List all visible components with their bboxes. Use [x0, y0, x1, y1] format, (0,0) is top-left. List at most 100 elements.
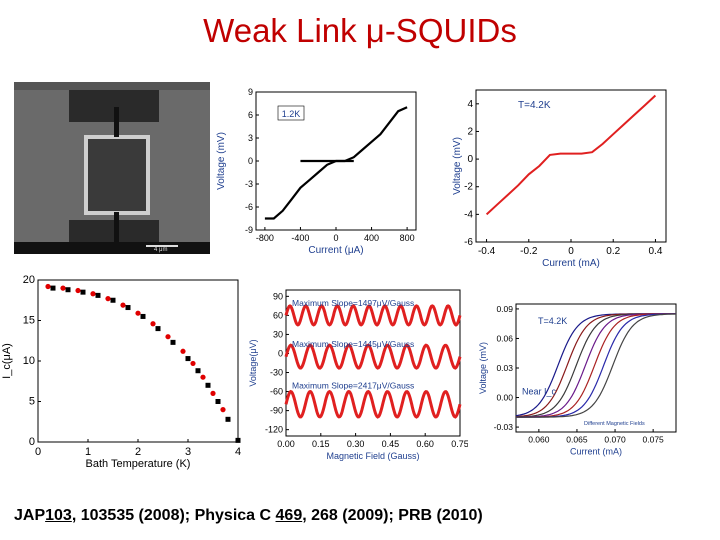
- citation: JAP103, 103535 (2008); Physica C 469, 26…: [14, 507, 483, 524]
- x-tick-label: 0.2: [606, 246, 620, 257]
- ic-data-point: [90, 291, 96, 297]
- y-tick-label: 2: [467, 126, 473, 137]
- sem-micrograph: 4 μm: [14, 82, 210, 254]
- y-tick-label: 60: [273, 310, 283, 320]
- ic-data-point: [60, 285, 66, 291]
- ic-data-point: [165, 334, 171, 340]
- x-tick-label: -400: [291, 233, 309, 243]
- x-tick-label: 0.30: [347, 439, 365, 449]
- x-tick-label: 800: [400, 233, 415, 243]
- legend-label: 1.2K: [282, 109, 301, 119]
- ic-data-point: [225, 416, 231, 422]
- ic-data-point: [155, 326, 161, 332]
- ic-data-point: [190, 360, 196, 367]
- ic-data-point: [195, 368, 201, 374]
- ic-data-point: [45, 283, 51, 290]
- x-tick-label: 0: [568, 246, 574, 257]
- ic-data-point: [205, 382, 211, 388]
- ic-data-point: [235, 437, 241, 443]
- x-tick-label: 0.60: [416, 439, 434, 449]
- x-tick-label: 0.00: [277, 439, 295, 449]
- x-tick-label: 400: [364, 233, 379, 243]
- x-tick-label: 0.15: [312, 439, 330, 449]
- ic-data-point: [80, 289, 86, 295]
- ic-data-point: [50, 285, 56, 291]
- modulation-series: [284, 304, 462, 327]
- x-tick-label: -0.4: [478, 246, 496, 257]
- y-tick-label: -0.03: [494, 422, 514, 432]
- legend-label: T=4.2K: [518, 100, 551, 111]
- ic-data-point: [210, 390, 216, 396]
- y-tick-label: -30: [270, 368, 283, 378]
- x-tick-label: 0: [35, 446, 41, 458]
- ic-temperature-plot: 0 1 2 3 4 20 15 10 5 0 Bath Temperature (K) I_c(μA): [1, 274, 241, 470]
- ic-data-point: [120, 302, 126, 308]
- y-tick-label: 90: [273, 291, 283, 301]
- y-tick-label: -120: [265, 425, 283, 435]
- y-axis-label: I_c(μA): [1, 343, 13, 379]
- y-tick-label: -4: [464, 209, 473, 220]
- x-tick-label: 0.4: [648, 246, 662, 257]
- y-tick-label: 4: [467, 99, 473, 110]
- x-tick-label: 0.065: [566, 435, 588, 445]
- x-tick-label: 0.060: [528, 435, 550, 445]
- y-tick-label: 9: [248, 87, 253, 97]
- y-tick-label: 0.00: [496, 393, 513, 403]
- ic-data-point: [180, 348, 186, 354]
- ic-data-point: [110, 297, 116, 303]
- x-tick-label: -0.2: [520, 246, 538, 257]
- ic-data-point: [125, 305, 131, 311]
- plot-frame: [285, 289, 461, 437]
- y-tick-label: 30: [273, 329, 283, 339]
- y-tick-label: 15: [23, 315, 35, 327]
- y-axis-label: Voltage (mV): [216, 132, 227, 190]
- x-tick-label: 4: [235, 446, 241, 458]
- ic-data-point: [185, 356, 191, 362]
- y-tick-label: -6: [464, 237, 473, 248]
- ic-data-point: [200, 374, 206, 380]
- y-tick-label: 20: [23, 274, 35, 286]
- x-axis-label: Magnetic Field (Gauss): [326, 451, 419, 461]
- x-axis-label: Current (mA): [542, 258, 600, 269]
- iv-field-plot: 0.060 0.065 0.070 0.075 0.09 0.06 0.03 0.00 -0.0…: [478, 303, 677, 457]
- y-tick-label: 0: [29, 436, 35, 448]
- max-slope-annotation: Maximum Slope=1445μV/Gauss: [292, 339, 414, 349]
- slide-title: Weak Link μ-SQUIDs: [203, 12, 517, 49]
- ic-data-point: [220, 407, 226, 413]
- plot-frame: [37, 279, 239, 443]
- y-tick-label: -6: [245, 202, 253, 212]
- y-tick-label: -2: [464, 182, 473, 193]
- x-axis-label: Current (mA): [570, 447, 622, 457]
- x-axis-label: Current (μA): [308, 245, 363, 256]
- y-axis-label: Voltage (mV): [452, 137, 463, 195]
- legend-box: [277, 105, 305, 121]
- y-tick-label: 6: [248, 110, 253, 120]
- y-tick-label: -60: [270, 387, 283, 397]
- ic-data-point: [65, 287, 71, 293]
- fields-annotation: Different Magnetic Fields: [584, 421, 645, 427]
- max-slope-annotation: Maximum Slope=1497μV/Gauss: [292, 298, 414, 308]
- squid-modulation-plot: 0.00 0.15 0.30 0.45 0.60 0.75 90 60 30 0 -30 -60 -90…: [248, 289, 468, 461]
- modulation-series: [284, 389, 462, 419]
- max-slope-annotation: Maximum Slope=2417μV/Gauss: [292, 380, 414, 390]
- iv-series-line: [264, 106, 408, 220]
- x-tick-label: 3: [185, 446, 191, 458]
- ic-data-point: [95, 292, 101, 298]
- y-tick-label: 0: [278, 348, 283, 358]
- near-ic-annotation: Near I_c: [522, 387, 557, 397]
- x-tick-label: 0.075: [643, 435, 665, 445]
- x-tick-label: 2: [135, 446, 141, 458]
- y-tick-label: 10: [23, 355, 35, 367]
- ic-data-point: [135, 310, 141, 316]
- y-tick-label: 3: [248, 133, 253, 143]
- y-tick-label: 0: [467, 154, 473, 165]
- iv-curve-1p2k: -800 -400 0 400 800 9 6 3 0 -3 -6 -9 Current (μA) Vol…: [216, 87, 417, 256]
- modulation-series: [284, 343, 462, 370]
- x-tick-label: -800: [256, 233, 274, 243]
- iv-curve-4p2k: -0.4 -0.2 0 0.2 0.4 4 2 0 -2 -4 -6 Current (mA) Volt…: [452, 89, 667, 269]
- y-tick-label: -9: [245, 225, 253, 235]
- y-tick-label: 0: [248, 156, 253, 166]
- y-tick-label: -90: [270, 406, 283, 416]
- y-tick-label: 5: [29, 396, 35, 408]
- sem-scale-bar: 4 μm: [154, 247, 167, 253]
